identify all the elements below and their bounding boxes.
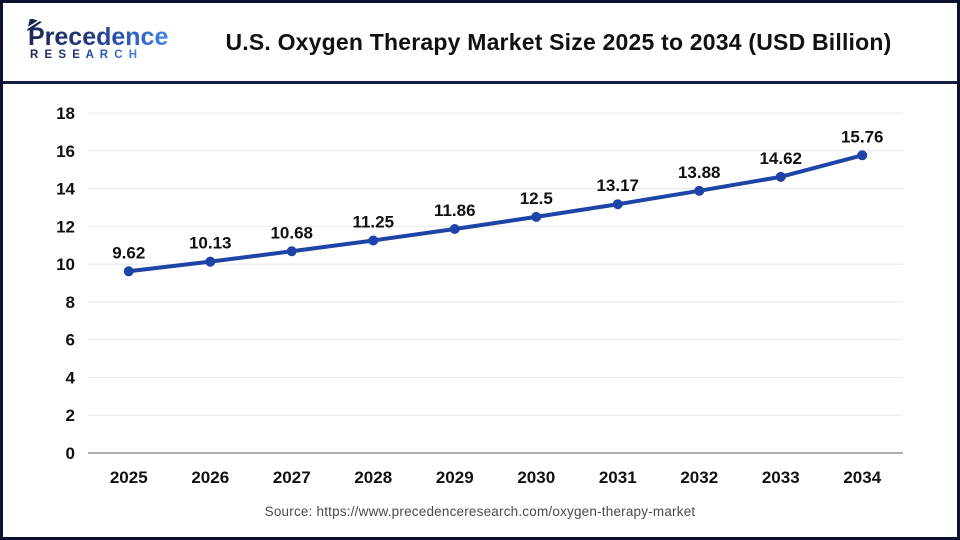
- data-label: 10.68: [270, 223, 313, 242]
- data-label: 12.5: [520, 189, 553, 208]
- data-point: [449, 223, 460, 234]
- data-label: 11.25: [352, 213, 394, 232]
- y-tick-label: 16: [56, 142, 75, 161]
- y-tick-label: 8: [66, 293, 75, 312]
- data-point: [612, 199, 623, 210]
- data-label: 14.62: [759, 149, 802, 168]
- x-tick-label: 2028: [354, 468, 392, 487]
- data-point: [857, 150, 868, 161]
- chart-region: 0 2 4 6 8 10 12 14 16 18 2025 2026 2027 2028 2029 2030 2…: [3, 84, 957, 519]
- data-label: 13.17: [596, 176, 639, 195]
- market-size-line: [126, 153, 865, 274]
- x-tick-label: 2030: [517, 468, 555, 487]
- x-tick-label: 2029: [436, 468, 474, 487]
- x-tick-label: 2034: [843, 468, 881, 487]
- data-point: [531, 211, 542, 222]
- logo-graphic: Precedence R E S E A R C H: [25, 17, 168, 61]
- header: Precedence R E S E A R C H U.S. Oxygen T…: [3, 3, 957, 81]
- x-tick-label: 2031: [599, 468, 637, 487]
- page-title: U.S. Oxygen Therapy Market Size 2025 to …: [225, 28, 892, 55]
- data-label: 9.62: [112, 243, 145, 262]
- x-tick-label: 2033: [762, 468, 800, 487]
- y-tick-label: 10: [56, 255, 75, 274]
- x-tick-label: 2026: [191, 468, 229, 487]
- data-label: 15.76: [841, 127, 884, 146]
- precedence-research-logo: Precedence R E S E A R C H: [18, 17, 170, 66]
- data-point: [775, 171, 786, 182]
- data-point: [286, 246, 297, 257]
- market-line-chart: 0 2 4 6 8 10 12 14 16 18 2025 2026 2027 2028 2029 2030 2…: [56, 104, 903, 487]
- data-point: [368, 235, 379, 246]
- data-label: 13.88: [678, 163, 721, 182]
- y-tick-label: 6: [66, 331, 75, 350]
- logo-sub-text: R E S E A R C H: [30, 49, 139, 61]
- leaf-slash: [25, 18, 41, 30]
- y-tick-label: 2: [66, 406, 75, 425]
- logo-name-text: Precedence: [28, 23, 168, 51]
- y-tick-label: 12: [56, 217, 75, 236]
- data-point: [694, 185, 705, 196]
- x-tick-label: 2032: [680, 468, 718, 487]
- y-tick-label: 14: [56, 180, 75, 199]
- data-point: [123, 266, 134, 277]
- y-tick-label: 4: [66, 368, 76, 387]
- source-text: Source: https://www.precedenceresearch.c…: [264, 504, 696, 519]
- x-tick-label: 2027: [273, 468, 311, 487]
- data-point: [205, 256, 216, 267]
- y-tick-label: 18: [56, 104, 75, 123]
- data-label: 10.13: [189, 234, 232, 253]
- data-label: 11.86: [434, 201, 476, 220]
- y-tick-label: 0: [66, 444, 75, 463]
- header-divider: [3, 81, 957, 84]
- x-tick-label: 2025: [110, 468, 148, 487]
